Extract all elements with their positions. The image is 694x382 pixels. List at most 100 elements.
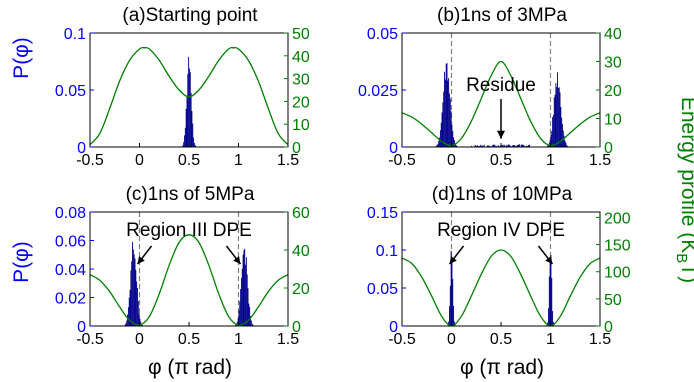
panel-b-histogram-bin <box>455 144 457 147</box>
panel-b-histogram-bin <box>489 145 491 147</box>
panel-a-y-right-tick-label: 20 <box>292 94 310 111</box>
panel-b-y-right-tick-label: 40 <box>604 26 622 43</box>
panel-b-histogram-bin <box>547 145 549 147</box>
panel-a-histogram-bin <box>190 93 192 147</box>
panel-b-histogram-bin <box>477 145 478 147</box>
y-right-label-main: Energy profile (K <box>677 97 694 253</box>
panel-b-histogram-bin <box>444 79 446 147</box>
panel-b: (b)1ns of 3MPa -0.5 0 0.5 1 1.500.0250.05010… <box>358 5 622 169</box>
panel-b-histogram-bin <box>509 144 511 147</box>
panel-b-x-tick-label: 0.5 <box>490 152 512 169</box>
panel-a-histogram-bin <box>194 145 196 147</box>
panel-b-histogram-bin <box>528 144 530 147</box>
panel-d-annotation-arrowhead <box>545 256 553 264</box>
panel-b-histogram-bin <box>479 145 481 147</box>
panel-a-histogram-bin <box>189 68 190 147</box>
panel-c-histogram-bin <box>251 323 253 326</box>
panel-c-histogram-bin <box>252 324 254 326</box>
panel-a-histogram-bin <box>182 145 184 147</box>
panel-b-histogram-bin <box>508 144 510 147</box>
panel-b-histogram-bin <box>517 144 519 147</box>
panel-c-histogram-bin <box>124 324 126 326</box>
panel-b-histogram-bin <box>553 97 555 147</box>
panel-b-histogram-bin <box>563 135 565 147</box>
panel-d-title: (d)1ns of 10MPa <box>432 184 573 205</box>
panel-b-histogram-bin <box>436 145 438 147</box>
panel-b-histogram-bin <box>437 143 439 147</box>
panel-a-histogram-bin <box>184 127 186 147</box>
panel-a-y-left-tick-label: 0.05 <box>55 83 86 100</box>
panel-c-y-right-tick-label: 20 <box>292 281 310 298</box>
panel-d-histogram <box>447 250 555 326</box>
panel-b-histogram-bin <box>482 145 483 147</box>
panel-c-histogram-bin <box>137 287 138 326</box>
panel-b-histogram-bin <box>501 145 503 147</box>
panel-b-histogram-bin <box>447 80 449 147</box>
panel-c-y-right-tick-label: 60 <box>292 205 310 222</box>
panel-b-histogram-bin <box>494 144 496 147</box>
panel-c-annotation: Region III DPE <box>126 220 252 241</box>
panel-b-histogram-bin <box>488 145 490 147</box>
y-right-label-sub: B <box>673 253 690 263</box>
panel-d-histogram-bin <box>548 308 549 326</box>
panel-b-histogram-bin <box>504 144 506 147</box>
panel-b-histogram-bin <box>561 117 563 147</box>
panel-b-histogram-bin <box>450 111 452 147</box>
panel-c-histogram-bin <box>133 254 135 326</box>
panel-b-histogram-bin <box>529 144 530 147</box>
panel-d-histogram-bin <box>453 321 455 326</box>
panel-b-histogram-bin <box>502 144 504 147</box>
panel-a-x-tick-label: 1 <box>234 152 243 169</box>
panel-b-histogram-bin <box>505 145 507 147</box>
panel-d-y-right-tick-label: 150 <box>604 238 631 255</box>
panel-c-histogram <box>123 241 255 326</box>
panel-b-histogram-bin <box>439 137 441 147</box>
panel-b-histogram-bin <box>487 145 489 147</box>
panel-b-histogram-bin <box>453 137 455 147</box>
panel-a-y-right-tick-label: 40 <box>292 49 310 66</box>
panel-c-histogram-bin <box>137 301 139 326</box>
panel-b-histogram-bin <box>507 144 509 147</box>
panel-d-x-tick-label: -0.5 <box>388 331 416 348</box>
panel-b-histogram-bin <box>523 145 525 147</box>
panel-b-histogram-bin <box>441 112 443 147</box>
panel-c-histogram-bin <box>250 320 252 326</box>
panel-b-histogram-bin <box>512 145 514 147</box>
panel-b-histogram-bin <box>562 123 563 147</box>
panel-b-y-right-tick-label: 10 <box>604 112 622 129</box>
panel-a-y-right-tick-label: 30 <box>292 72 310 89</box>
panel-d-histogram-bin <box>452 278 454 326</box>
panel-c-y-left-tick-label: 0.02 <box>55 291 86 308</box>
panel-b-histogram-bin <box>480 144 482 147</box>
panel-b-histogram <box>435 63 569 147</box>
panel-d-histogram-bin <box>549 260 551 326</box>
panel-c-histogram-bin <box>135 269 137 326</box>
panel-b-histogram-bin <box>474 145 476 147</box>
panel-a-histogram-bin <box>189 72 191 147</box>
panel-d-y-left-tick-label: 0.1 <box>376 243 398 260</box>
panel-d-energy-curve <box>401 249 601 327</box>
panel-b-x-tick-label: 1.5 <box>589 152 611 169</box>
panel-c-histogram-bin <box>128 297 130 326</box>
panel-b-histogram-bin <box>454 143 456 147</box>
panel-c-y-left-tick-label: 0.08 <box>55 205 86 222</box>
panel-b-histogram-bin <box>446 63 448 147</box>
panel-a-y-right-tick-label: 10 <box>292 117 310 134</box>
panel-b-histogram-bin <box>548 144 549 147</box>
panel-b-histogram-bin <box>521 144 523 147</box>
panel-b-title: (b)1ns of 3MPa <box>437 5 567 26</box>
panel-b-histogram-bin <box>440 122 442 147</box>
panel-c-annotation-arrowhead <box>137 256 145 264</box>
panel-a-y-right-tick-label: 50 <box>292 26 310 43</box>
panel-a-y-right-tick-label: 0 <box>292 140 301 157</box>
panel-c-histogram-bin <box>132 249 134 326</box>
panel-d-y-right-tick-label: 100 <box>604 265 631 282</box>
panel-b-histogram-bin <box>558 87 560 147</box>
panel-a-energy-curve <box>89 46 289 146</box>
panel-b-histogram-bin <box>471 145 473 147</box>
panel-c-y-left-tick-label: 0.04 <box>55 262 86 279</box>
panel-a-y-left-tick-label: 0.1 <box>64 26 86 43</box>
panel-b-histogram-bin <box>449 93 450 147</box>
x-label-left: φ (π rad) <box>148 356 232 379</box>
